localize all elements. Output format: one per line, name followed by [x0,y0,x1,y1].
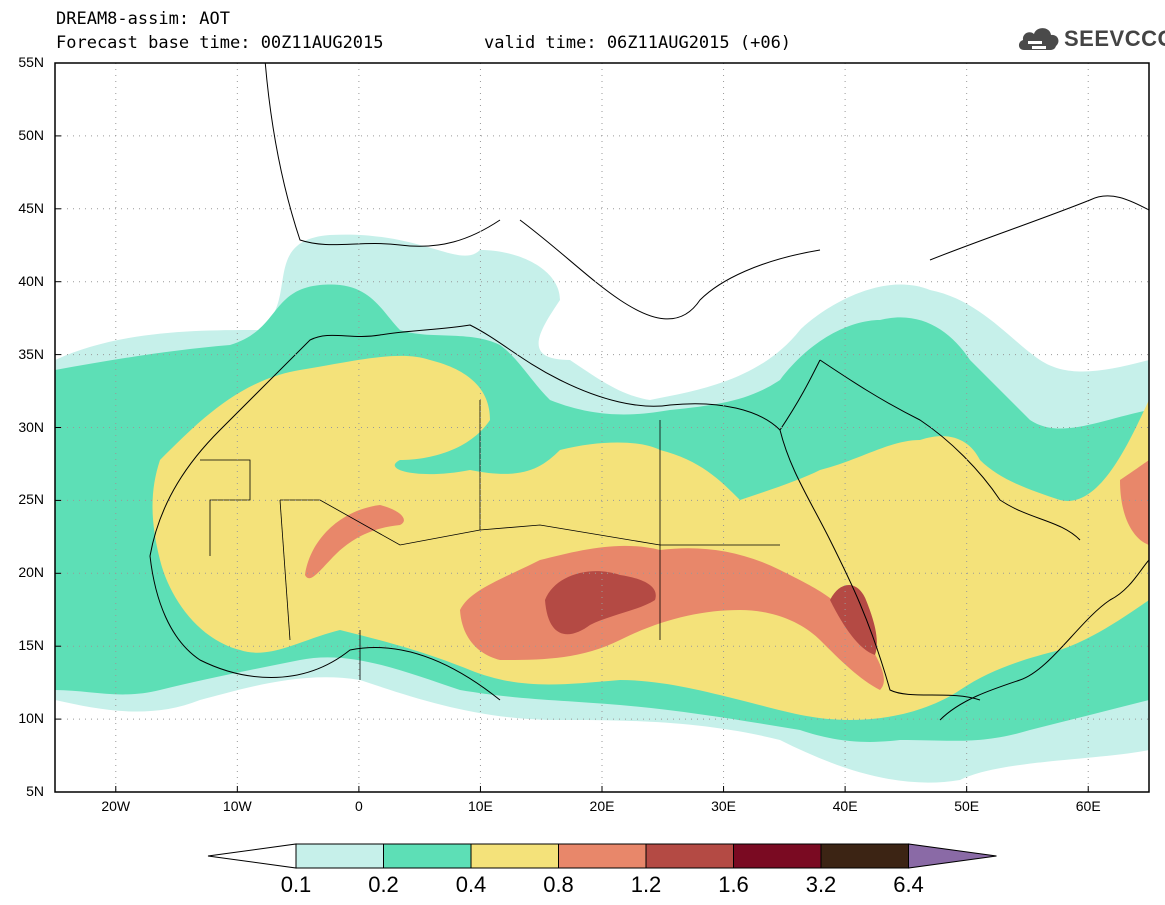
legend-label: 0.1 [280,872,312,897]
cloud-icon [1018,28,1059,50]
legend-over-arrow [908,843,997,869]
lon-label: 10W [222,798,252,814]
lat-label: 15N [18,637,44,654]
color-legend [207,843,997,869]
axis-ticks [55,62,1089,793]
lat-label: 50N [18,126,44,143]
lat-label: 40N [18,272,44,289]
valid-time: valid time: 06Z11AUG2015 (+06) [484,33,792,53]
aot-contour-0.8 [1120,460,1149,545]
forecast-base-time: Forecast base time: 00Z11AUG2015 [56,33,384,53]
legend-label: 6.4 [893,872,924,897]
lon-label: 50E [954,798,980,814]
aot-contour-1.2 [545,571,656,635]
legend-label: 1.2 [630,872,662,897]
lat-label: 45N [18,199,44,216]
legend-swatch [645,843,734,869]
legend-swatch [470,843,559,869]
lon-label: 20W [101,798,131,814]
lat-label: 35N [18,345,44,362]
legend-swatch [295,843,384,869]
aot-contour-0.4 [152,355,1149,720]
lat-label: 25N [18,491,44,508]
map-title: DREAM8-assim: AOT [56,9,230,29]
legend-swatch [558,843,647,869]
legend-swatch [383,843,472,869]
lon-label: 60E [1075,798,1101,814]
legend-label: 0.8 [543,872,574,897]
aot-contour-1.2 [830,585,877,655]
lon-label: 20E [589,798,615,814]
legend-swatch [820,843,909,869]
lon-label: 0 [354,798,363,814]
lon-label: 10E [467,798,493,814]
map-grid [55,63,1149,792]
seevccc-logo: SEEVCCC [1016,22,1165,58]
aot-contour-0.8 [305,505,404,579]
legend-under-arrow [207,843,297,869]
legend-swatch [733,843,822,869]
lon-label: 40E [832,798,858,814]
lat-label: 30N [18,418,44,435]
lon-label: 30E [711,798,736,814]
lat-label: 10N [18,710,44,727]
legend-label: 1.6 [718,872,749,897]
lat-label: 20N [18,564,44,581]
logo-text: SEEVCCC [1064,26,1165,51]
lat-label: 5N [26,783,44,799]
legend-label: 0.4 [455,872,487,897]
legend-label: 0.2 [368,872,399,897]
legend-label: 3.2 [805,872,837,897]
coastlines [149,63,1149,721]
lat-label: 55N [18,54,44,70]
